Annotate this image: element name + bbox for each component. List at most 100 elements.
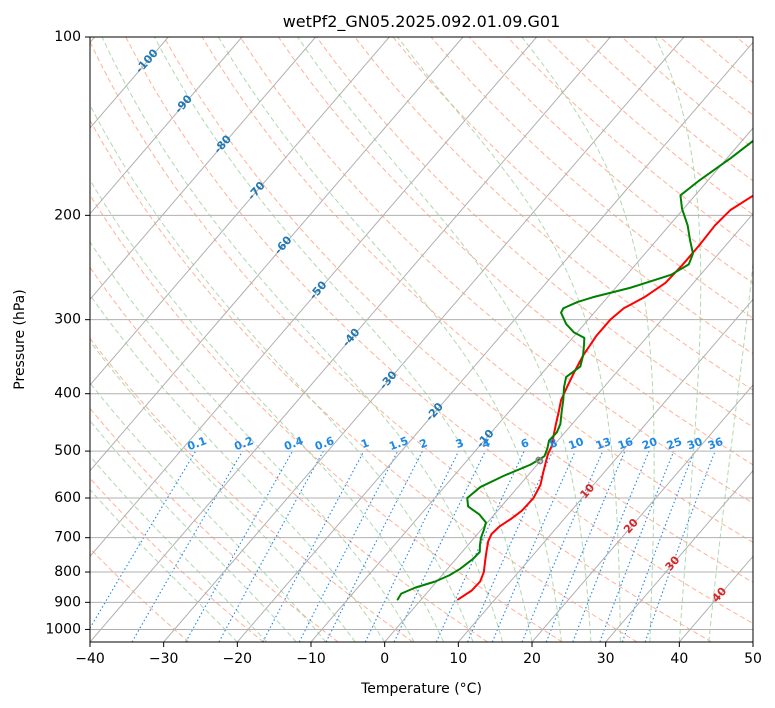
isotherm-line [90, 37, 611, 642]
y-tick-label: 400 [54, 386, 81, 402]
x-axis-label: Temperature (°C) [360, 681, 482, 697]
mixing-ratio-line [364, 450, 460, 642]
y-tick-label: 800 [54, 564, 81, 580]
x-tick-label: −10 [296, 651, 326, 667]
sounding-traces [396, 139, 753, 601]
mixing-ratio-label: 0.4 [282, 434, 305, 453]
moist-adiabat [654, 37, 702, 642]
isotherm-line [90, 37, 464, 472]
mixing-ratio-label: 0.1 [186, 434, 209, 453]
x-tick-label: 0 [380, 651, 389, 667]
skewed-isotherms [90, 37, 753, 642]
y-axis-label: Pressure (hPa) [12, 289, 28, 389]
dry-adiabat [163, 37, 753, 583]
mixing-ratio-line [545, 450, 626, 642]
mixing-ratio-line [185, 450, 294, 642]
isotherm-line [384, 212, 753, 642]
dry-adiabat [278, 37, 753, 466]
x-tick-label: −30 [149, 651, 179, 667]
mixing-ratio-label: 6 [519, 436, 531, 451]
dry-adiabat [239, 37, 753, 504]
mixing-ratio-label: 0.2 [232, 434, 255, 453]
isotherm-line [163, 37, 685, 642]
mixing-ratio-label: 2 [418, 436, 430, 451]
mixing-ratio-line [218, 450, 324, 642]
plot-frame [89, 36, 754, 643]
dry-adiabat [90, 40, 712, 642]
plot-area: -100-90-80-70-60-50-40-30-20-10010203040… [90, 37, 753, 642]
isotherm-line [605, 469, 753, 642]
chart-title: wetPf2_GN05.2025.092.01.09.G01 [283, 12, 561, 32]
moist-adiabat [521, 37, 655, 642]
y-tick-label: 200 [54, 207, 81, 223]
x-tick-label: −20 [223, 651, 253, 667]
moist-adiabat [297, 37, 592, 642]
mixing-ratio-label: 13 [594, 435, 613, 452]
isotherm-line [236, 41, 753, 642]
isotherm-line [310, 127, 753, 642]
x-tick-label: 20 [523, 651, 541, 667]
temperature-line [457, 194, 753, 601]
mixing-ratio-label: 3 [454, 436, 466, 451]
y-tick-label: 100 [54, 29, 81, 45]
mixing-ratio-label: 36 [706, 435, 725, 453]
mixing-ratio-label: 10 [567, 435, 586, 453]
dry-adiabat [354, 37, 753, 391]
x-tick-label: 30 [597, 651, 615, 667]
y-tick-label: 500 [54, 443, 81, 459]
dry-adiabat [468, 37, 753, 284]
mixing-ratio-label: 16 [616, 435, 635, 453]
mixing-ratio-line [467, 450, 554, 642]
moist-adiabat [708, 258, 753, 642]
dry-adiabat [90, 266, 488, 642]
y-tick-label: 700 [54, 530, 81, 546]
dry-adiabat [90, 477, 264, 642]
dewpoint-line [396, 139, 753, 601]
mixing-ratio-label: 30 [685, 435, 704, 453]
mixing-ratio-lines [90, 450, 716, 642]
dry-adiabat [90, 119, 638, 642]
isotherm-line [90, 37, 317, 301]
moist-adiabat [90, 241, 415, 642]
x-tick-label: 40 [670, 651, 688, 667]
pressure-gridlines [90, 37, 753, 630]
isotherm-line [457, 298, 753, 642]
isotherm-line [531, 384, 753, 642]
x-tick-label: 50 [744, 651, 762, 667]
moist-adiabat [154, 37, 533, 642]
dry-adiabat [125, 37, 753, 624]
dry-adiabat [90, 194, 563, 642]
mixing-ratio-label: 0.6 [313, 434, 336, 453]
isotherm-line [90, 37, 243, 215]
mixing-ratio-line [521, 450, 604, 642]
moist-adiabat [101, 37, 504, 642]
mixing-ratio-line [325, 450, 423, 642]
x-tick-label: −40 [75, 651, 105, 667]
mixing-ratio-label: 25 [665, 435, 684, 452]
mixing-ratio-line [599, 450, 675, 642]
mixing-ratio-line [572, 450, 650, 642]
y-tick-label: 900 [54, 594, 81, 610]
dry-adiabat [90, 407, 339, 642]
moist-adiabat [90, 179, 445, 642]
mixing-ratio-label: 20 [640, 435, 659, 453]
mixing-ratio-line [644, 450, 716, 642]
mixing-ratio-line [621, 450, 695, 642]
isotherm-line [90, 37, 538, 558]
y-tick-label: 600 [54, 490, 81, 506]
mixing-ratio-label: 1.5 [387, 434, 410, 453]
moist-adiabat [90, 103, 474, 642]
moist-adiabat [397, 37, 621, 642]
moist-adiabat [90, 455, 268, 642]
y-tick-label: 1000 [45, 621, 81, 637]
x-tick-label: 10 [449, 651, 467, 667]
in-plot-labels: -100-90-80-70-60-50-40-30-20-10010203040… [133, 46, 730, 605]
mixing-ratio-label: 4 [480, 436, 492, 451]
mixing-ratio-label: 8 [548, 436, 560, 451]
mixing-ratio-label: 1 [359, 436, 371, 451]
axes: −40 −30 −20 −10 0 10 20 30 40 5010020030040050060… [45, 29, 762, 667]
moist-adiabat [217, 37, 562, 642]
isotherm-line [90, 37, 390, 386]
